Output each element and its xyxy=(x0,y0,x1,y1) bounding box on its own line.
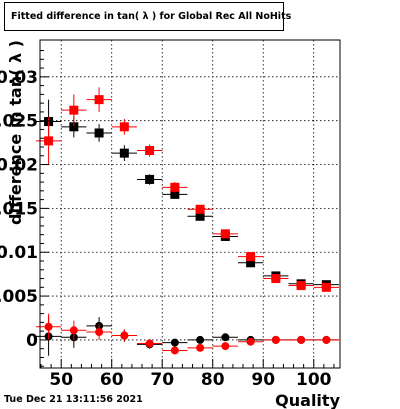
series-3 xyxy=(35,313,339,355)
y-tick-label: 0.005 xyxy=(0,287,38,307)
data-point xyxy=(196,335,205,344)
data-point xyxy=(145,174,155,184)
data-point xyxy=(69,122,79,132)
data-point xyxy=(195,211,205,221)
chart-title: Fitted difference in tan( λ ) for Global… xyxy=(11,11,292,22)
x-tick-label: 50 xyxy=(49,370,73,390)
data-point xyxy=(44,322,53,331)
data-point xyxy=(297,335,306,344)
data-point xyxy=(69,105,79,115)
data-point xyxy=(296,281,306,291)
x-tick-label: 90 xyxy=(251,370,275,390)
data-point xyxy=(145,339,154,348)
data-point xyxy=(170,189,180,199)
y-tick-label: 0 xyxy=(26,331,38,351)
data-point xyxy=(145,146,155,156)
y-tick-label: 0.03 xyxy=(0,68,38,88)
y-tick-label: 0.015 xyxy=(0,199,38,219)
data-point xyxy=(170,182,180,192)
data-point xyxy=(120,331,129,340)
data-point xyxy=(119,122,129,132)
data-point xyxy=(196,343,205,352)
series-2 xyxy=(35,317,339,356)
data-point xyxy=(94,95,104,105)
data-point xyxy=(271,335,280,344)
data-point xyxy=(246,252,256,262)
series-1 xyxy=(35,87,339,292)
data-point xyxy=(322,335,331,344)
timestamp: Tue Dec 21 13:11:56 2021 xyxy=(4,394,143,405)
y-tick-label: 0.02 xyxy=(0,156,38,176)
x-axis-title: Quality xyxy=(275,391,340,409)
y-tick-label: 0.01 xyxy=(0,243,38,263)
tick-labels: 50 60 70 80 90 100 0 0.005 0.01 0.015 0.02 0.025 0.0… xyxy=(0,68,332,390)
data-point xyxy=(321,282,331,292)
x-tick-label: 70 xyxy=(150,370,174,390)
x-tick-label: 100 xyxy=(296,370,332,390)
y-tick-label: 0.025 xyxy=(0,112,38,132)
chart-title-box: Fitted difference in tan( λ ) for Global… xyxy=(4,2,291,31)
data-point xyxy=(246,337,255,346)
data-point xyxy=(170,338,179,347)
series-0 xyxy=(35,99,339,290)
data-point xyxy=(119,148,129,158)
data-series xyxy=(35,87,339,356)
data-point xyxy=(170,346,179,355)
axis-ticks xyxy=(40,50,335,368)
data-point xyxy=(271,274,281,284)
x-tick-label: 60 xyxy=(100,370,124,390)
data-point xyxy=(221,333,230,342)
y-axis-title: difference in tan( λ ) xyxy=(6,40,25,225)
x-tick-label: 80 xyxy=(201,370,225,390)
data-point xyxy=(246,258,256,268)
data-point xyxy=(221,342,230,351)
data-point xyxy=(195,204,205,214)
plot-frame xyxy=(39,39,341,369)
data-point xyxy=(220,229,230,239)
data-point xyxy=(44,136,54,146)
data-point xyxy=(95,328,104,337)
grid-lines xyxy=(40,40,340,368)
data-point xyxy=(69,326,78,335)
data-point xyxy=(94,128,104,138)
